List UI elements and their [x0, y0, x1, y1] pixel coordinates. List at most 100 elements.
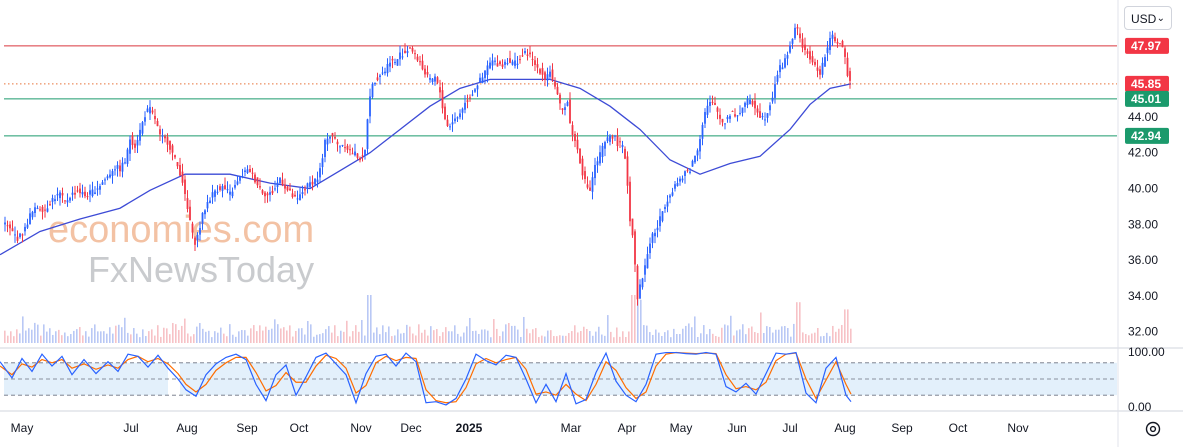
candle — [166, 133, 169, 153]
y-tick-label: 36.00 — [1128, 253, 1158, 267]
candle — [521, 48, 524, 58]
x-tick-label: Sep — [236, 421, 258, 435]
candle — [484, 70, 486, 84]
volume-bar — [340, 330, 342, 343]
watermark-economies: economies.com — [48, 209, 314, 251]
candle — [789, 41, 791, 54]
watermark: economies.com FxNewsToday — [48, 209, 314, 290]
volume-bar — [424, 329, 426, 343]
y-tick-label: 32.00 — [1128, 325, 1158, 339]
candle — [326, 133, 329, 151]
candle — [416, 53, 419, 63]
volume-bar — [688, 323, 690, 343]
candle — [9, 221, 11, 236]
volume-bar — [529, 333, 531, 343]
candle — [246, 165, 249, 175]
svg-text:42.94: 42.94 — [1131, 129, 1161, 143]
stoch-tick-label: 0.00 — [1128, 400, 1152, 414]
candle — [434, 73, 436, 86]
volume-bar — [565, 335, 567, 343]
candle — [664, 204, 666, 213]
volume-bar — [571, 331, 573, 343]
svg-text:47.97: 47.97 — [1131, 39, 1161, 53]
candle — [489, 57, 491, 70]
volume-bar — [721, 327, 723, 343]
volume-bar — [793, 323, 795, 343]
candle — [564, 103, 566, 116]
candle — [321, 153, 324, 175]
candle — [841, 39, 844, 48]
volume-bar — [637, 299, 639, 343]
volume-bar — [541, 335, 543, 343]
candle — [721, 118, 724, 127]
candle — [501, 59, 504, 69]
volume-bar — [577, 332, 579, 343]
volume-bar — [718, 336, 720, 343]
volume-bar — [349, 336, 351, 343]
volume-bar — [439, 336, 441, 343]
volume-bar — [574, 325, 576, 343]
volume-bar — [343, 331, 345, 343]
volume-bar — [232, 334, 234, 343]
candle — [371, 82, 374, 99]
volume-bar — [451, 331, 453, 343]
volume-bar — [619, 336, 621, 343]
candle — [156, 118, 159, 127]
volume-bar — [697, 336, 699, 343]
volume-bar — [70, 334, 72, 343]
volume-bar — [76, 329, 78, 343]
volume-bar — [592, 335, 594, 343]
volume-bar — [322, 333, 324, 343]
candle — [686, 168, 689, 173]
candle — [831, 30, 834, 46]
candle — [656, 220, 659, 238]
volume-bar — [469, 317, 471, 343]
candle — [301, 185, 304, 199]
chevron-down-icon: ⌄ — [1156, 13, 1165, 24]
volume-bar — [505, 324, 507, 343]
candle — [119, 159, 121, 177]
gear-icon[interactable] — [1143, 419, 1163, 439]
volume-bar — [658, 332, 660, 343]
candle — [41, 205, 44, 220]
volume-bar — [643, 325, 645, 343]
candle — [701, 122, 704, 146]
volume-bar — [544, 336, 546, 343]
candle — [79, 182, 81, 198]
candle — [601, 142, 604, 163]
candle — [736, 115, 739, 122]
volume-bar — [745, 334, 747, 343]
candle — [349, 144, 351, 156]
candle — [121, 157, 124, 178]
candle — [679, 176, 681, 186]
candle — [814, 58, 816, 67]
candle — [181, 163, 184, 186]
candle — [519, 55, 521, 64]
volume-bar — [511, 325, 513, 343]
volume-bar — [850, 328, 852, 343]
volume-bar — [790, 336, 792, 343]
volume-bar — [328, 326, 330, 343]
currency-selector[interactable]: USD ⌄ — [1124, 6, 1172, 30]
volume-bar — [502, 331, 504, 343]
candle — [284, 178, 286, 194]
candle — [776, 70, 779, 85]
candle — [734, 108, 736, 118]
volume-bar — [538, 337, 540, 343]
candle — [754, 93, 756, 116]
volume-bar — [268, 329, 270, 343]
volume-bar — [427, 335, 429, 343]
volume-bar — [121, 327, 123, 343]
volume-bar — [727, 325, 729, 343]
volume-bar — [175, 324, 177, 343]
candle — [531, 51, 534, 67]
volume-bar — [199, 323, 201, 343]
candle — [351, 147, 354, 155]
candle — [216, 185, 219, 195]
candle — [646, 246, 649, 269]
candle — [324, 138, 326, 163]
candle — [706, 99, 709, 119]
volume-bar — [259, 325, 261, 343]
candle — [746, 95, 749, 109]
